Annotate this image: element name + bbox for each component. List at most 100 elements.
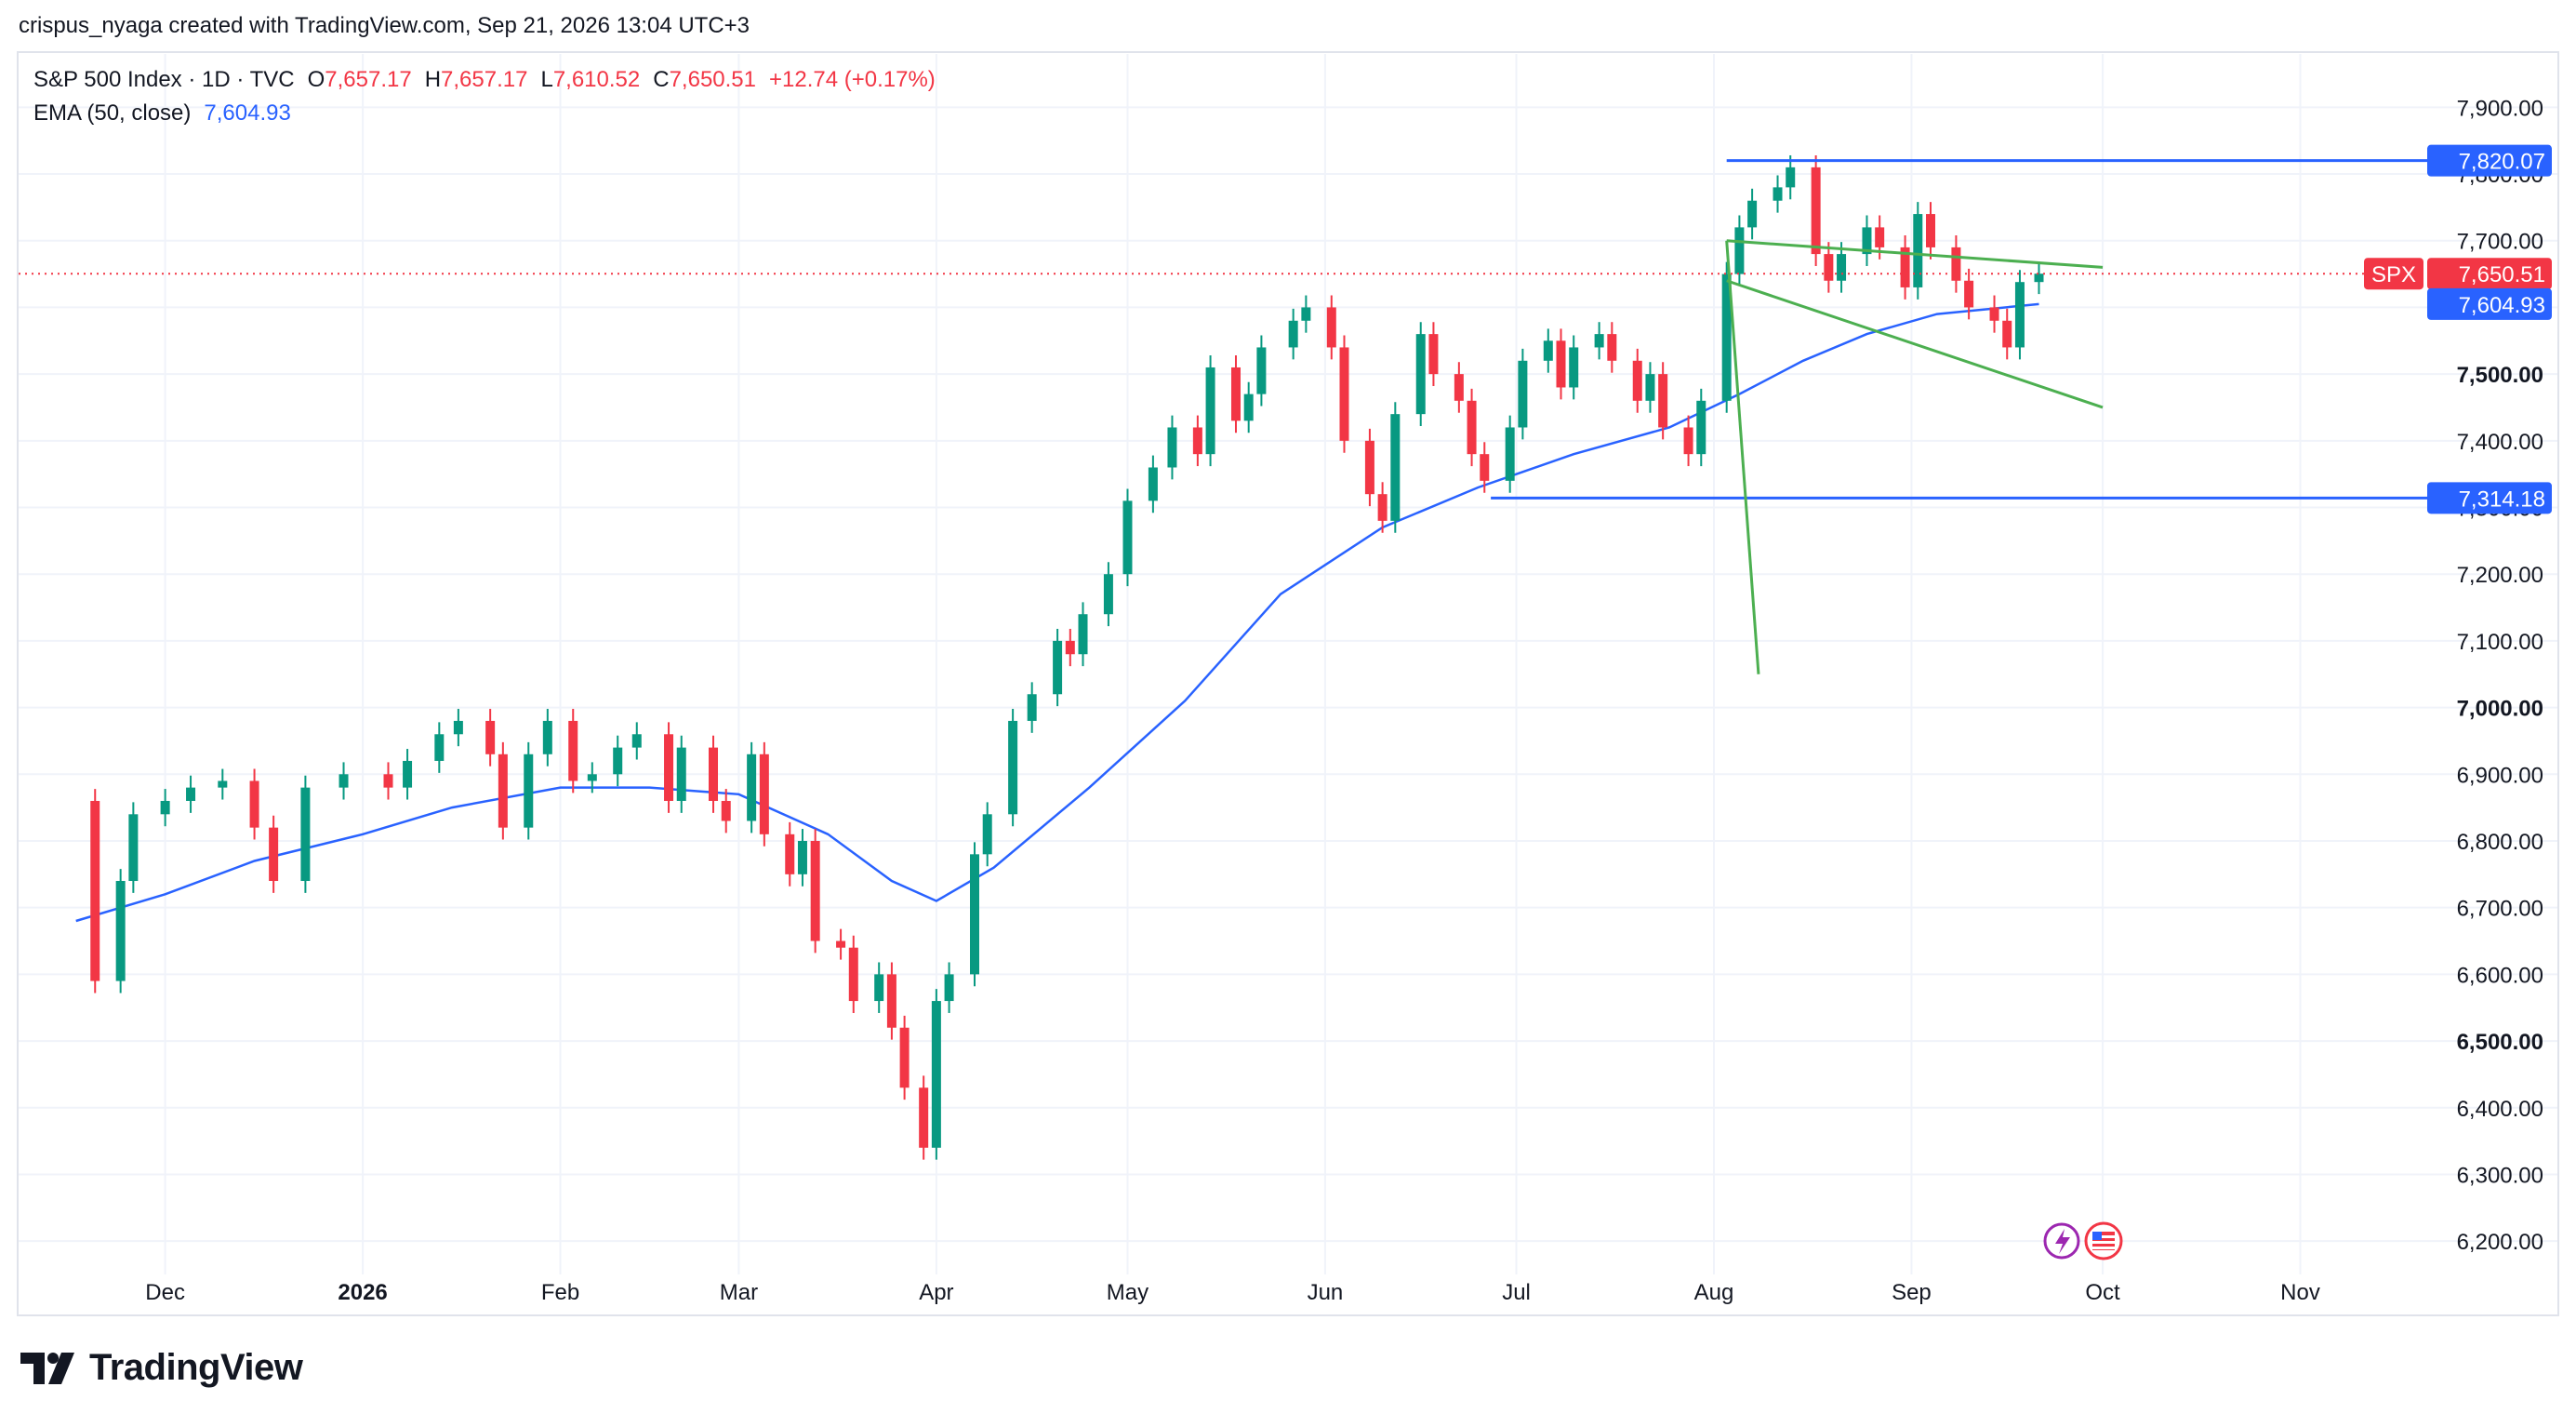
candle[interactable] xyxy=(434,722,445,773)
candle[interactable] xyxy=(1964,268,1974,320)
candle[interactable] xyxy=(721,789,731,834)
candle[interactable] xyxy=(2002,308,2012,360)
candle[interactable] xyxy=(1989,295,1999,333)
candle[interactable] xyxy=(1721,261,1732,413)
candle[interactable] xyxy=(1683,415,1693,467)
candle[interactable] xyxy=(1454,362,1464,413)
candle[interactable] xyxy=(1008,709,1018,827)
candle[interactable] xyxy=(1696,388,1706,467)
candle[interactable] xyxy=(1027,682,1037,733)
candle[interactable] xyxy=(1065,629,1075,667)
candle[interactable] xyxy=(339,762,349,800)
candle[interactable] xyxy=(1951,235,1961,293)
candle[interactable] xyxy=(1230,355,1241,433)
candle[interactable] xyxy=(1288,308,1298,360)
candle[interactable] xyxy=(1205,355,1215,467)
candle[interactable] xyxy=(1480,442,1490,493)
candle[interactable] xyxy=(1900,235,1910,300)
candle[interactable] xyxy=(1773,175,1783,213)
candle[interactable] xyxy=(1122,488,1133,587)
candle[interactable] xyxy=(810,829,820,954)
candle[interactable] xyxy=(1103,562,1113,627)
candle[interactable] xyxy=(115,869,126,994)
candle[interactable] xyxy=(300,775,311,893)
candle[interactable] xyxy=(1518,348,1528,440)
candle[interactable] xyxy=(2034,261,2044,295)
candle[interactable] xyxy=(1862,215,1872,266)
candle[interactable] xyxy=(1148,455,1158,513)
candle[interactable] xyxy=(970,842,979,987)
candle[interactable] xyxy=(1926,202,1935,260)
candle[interactable] xyxy=(1556,328,1566,400)
candle[interactable] xyxy=(128,802,139,893)
trend-line[interactable] xyxy=(1726,279,2104,409)
candle[interactable] xyxy=(1243,381,1254,433)
candle[interactable] xyxy=(1364,428,1374,507)
candle[interactable] xyxy=(218,768,228,800)
candle[interactable] xyxy=(524,741,534,840)
candle[interactable] xyxy=(848,935,858,1013)
candle[interactable] xyxy=(1256,335,1267,407)
candle[interactable] xyxy=(1390,402,1401,533)
candle[interactable] xyxy=(1428,322,1439,387)
candle[interactable] xyxy=(874,962,884,1013)
candle[interactable] xyxy=(676,735,686,813)
candle[interactable] xyxy=(836,928,846,960)
candle[interactable] xyxy=(568,709,578,794)
candle[interactable] xyxy=(919,1075,929,1160)
candle[interactable] xyxy=(1078,602,1088,667)
candle[interactable] xyxy=(587,762,597,794)
candle[interactable] xyxy=(186,775,196,813)
candle[interactable] xyxy=(269,815,279,893)
candle[interactable] xyxy=(1837,242,1847,293)
candle[interactable] xyxy=(1415,322,1426,427)
candle[interactable] xyxy=(1734,215,1745,287)
candle[interactable] xyxy=(886,962,896,1040)
candle[interactable] xyxy=(1747,188,1758,240)
candle[interactable] xyxy=(1192,415,1202,467)
candle[interactable] xyxy=(1824,242,1834,293)
candle[interactable] xyxy=(160,789,170,827)
candle[interactable] xyxy=(664,722,674,813)
candle[interactable] xyxy=(1645,362,1655,413)
trend-line[interactable] xyxy=(1726,239,2104,269)
candle[interactable] xyxy=(613,735,623,787)
candle[interactable] xyxy=(1658,362,1668,440)
candle[interactable] xyxy=(453,709,463,747)
candle[interactable] xyxy=(931,989,941,1160)
candle[interactable] xyxy=(631,722,642,760)
candle[interactable] xyxy=(759,741,769,847)
candle[interactable] xyxy=(1913,202,1923,300)
candle[interactable] xyxy=(1786,154,1796,200)
candle[interactable] xyxy=(785,821,795,887)
candle[interactable] xyxy=(1167,415,1177,480)
ema-indicator-label[interactable]: EMA (50, close) xyxy=(33,100,192,126)
candle[interactable] xyxy=(1326,295,1336,360)
candle[interactable] xyxy=(709,735,719,813)
candle[interactable] xyxy=(1339,335,1349,453)
candle[interactable] xyxy=(1377,482,1388,533)
candle[interactable] xyxy=(1053,629,1063,707)
candle[interactable] xyxy=(485,709,496,767)
trend-line[interactable] xyxy=(1725,240,1760,674)
candle[interactable] xyxy=(1543,328,1553,373)
candle[interactable] xyxy=(1811,154,1821,266)
candle[interactable] xyxy=(542,709,552,767)
candle[interactable] xyxy=(1301,295,1311,333)
candle[interactable] xyxy=(1467,388,1477,467)
candle[interactable] xyxy=(747,741,757,834)
candle[interactable] xyxy=(899,1015,910,1100)
candle[interactable] xyxy=(1569,335,1579,400)
candle[interactable] xyxy=(1505,415,1515,493)
candle[interactable] xyxy=(982,802,992,867)
candle[interactable] xyxy=(944,962,954,1013)
candle[interactable] xyxy=(90,789,100,994)
ema-50-line[interactable] xyxy=(75,302,2039,923)
symbol-title[interactable]: S&P 500 Index · 1D · TVC xyxy=(33,67,295,92)
candle[interactable] xyxy=(498,741,508,840)
candle[interactable] xyxy=(1594,322,1604,360)
candle[interactable] xyxy=(249,768,259,840)
candle[interactable] xyxy=(797,829,807,887)
candle[interactable] xyxy=(403,749,413,800)
